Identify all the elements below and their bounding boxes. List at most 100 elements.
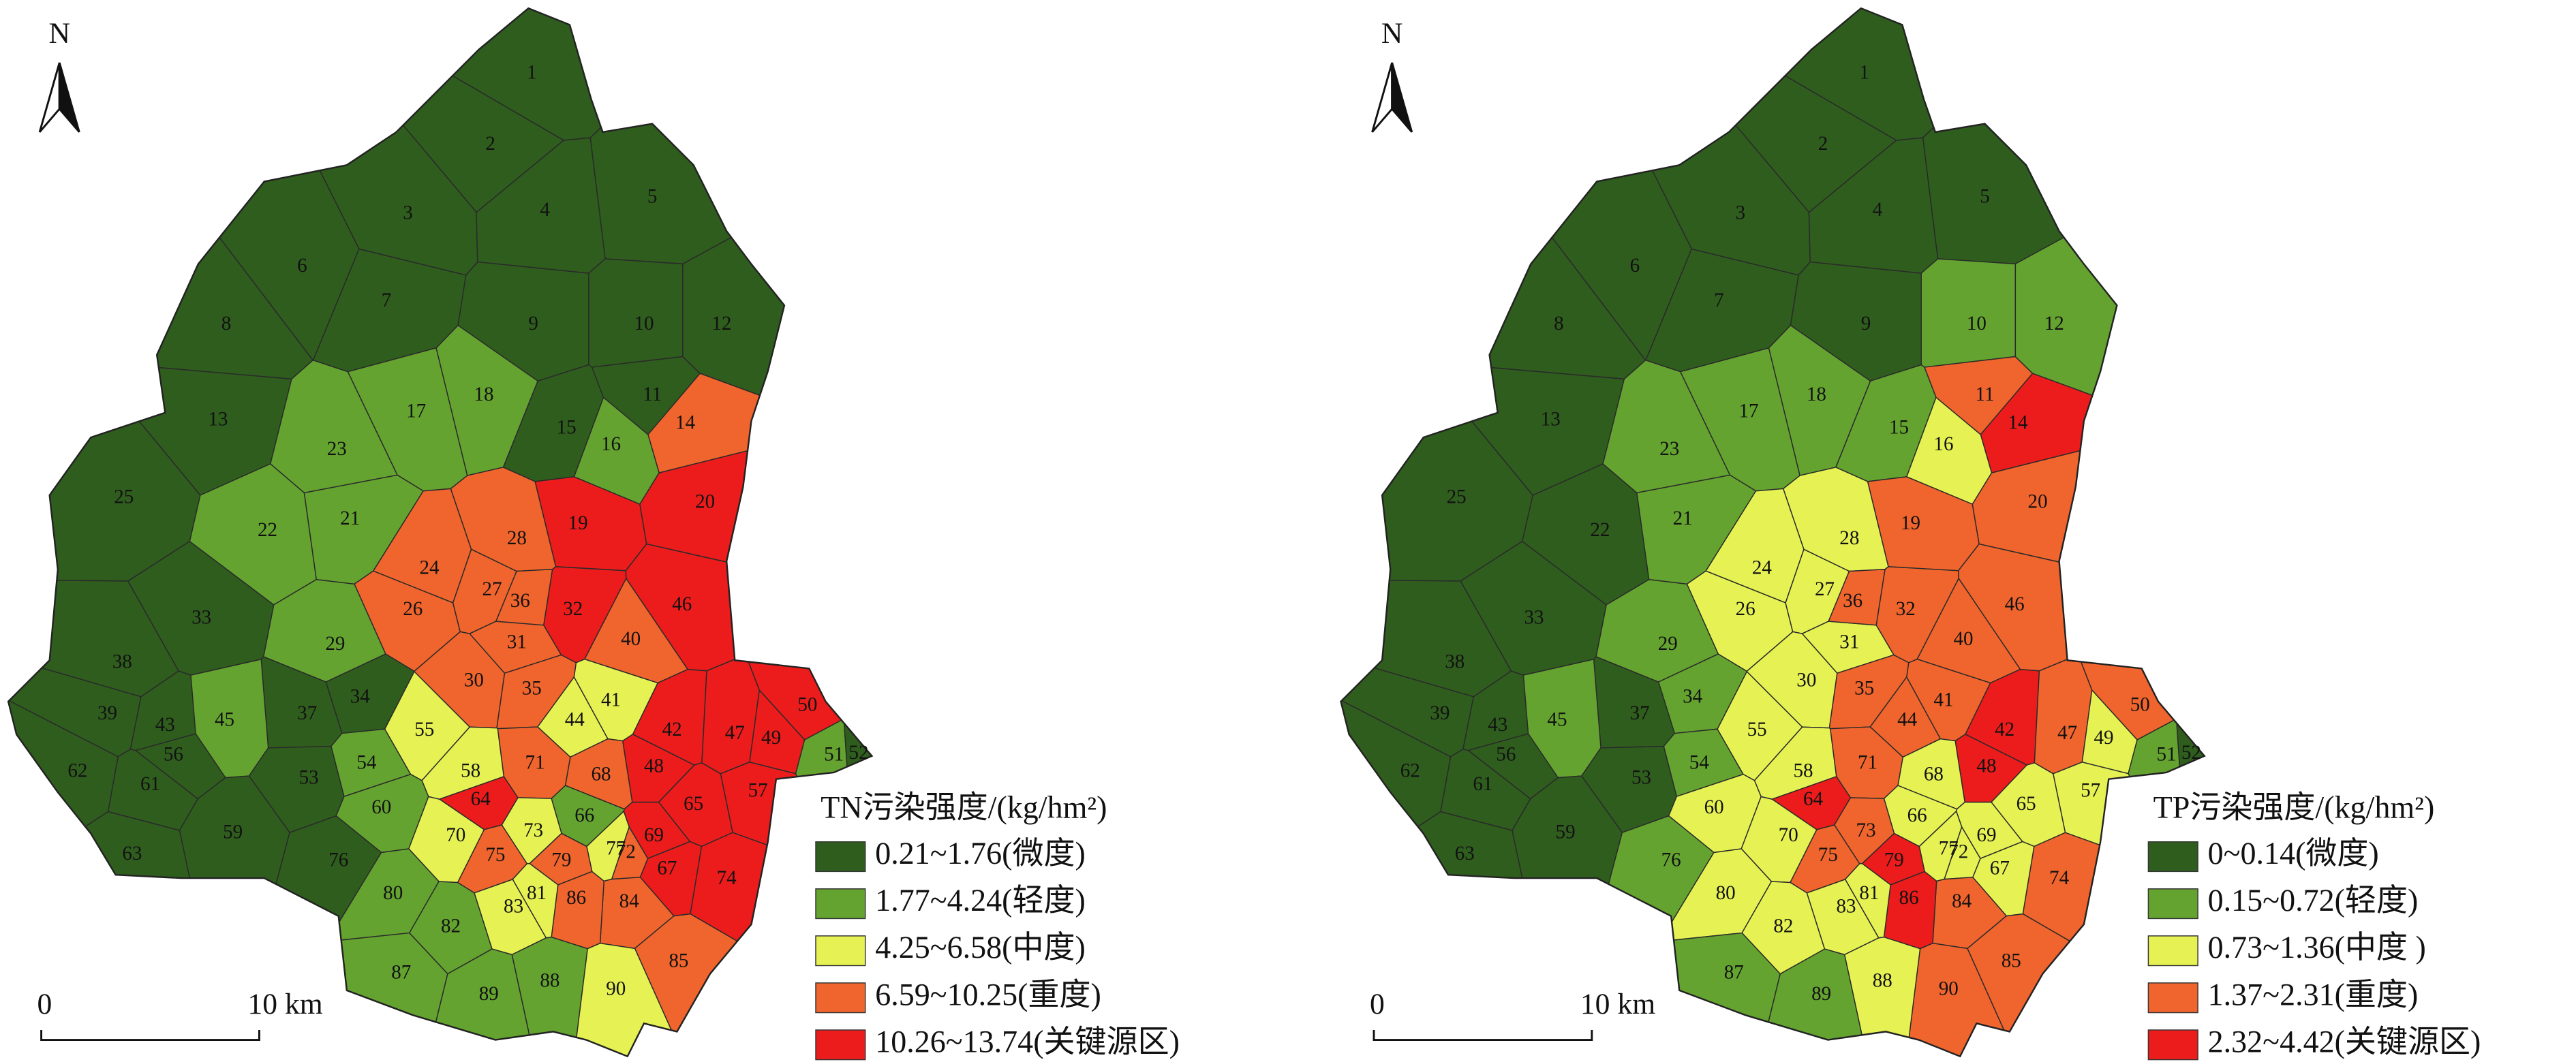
subbasin-label: 65 (2017, 793, 2036, 815)
subbasin-label: 36 (1843, 590, 1862, 612)
subbasin-label: 29 (1658, 633, 1678, 655)
subbasin-label: 19 (1901, 512, 1920, 534)
subbasin-label: 13 (1541, 409, 1561, 431)
subbasin-label: 20 (695, 491, 715, 513)
subbasin-label: 52 (2181, 742, 2201, 764)
subbasin-label: 44 (565, 709, 585, 731)
subbasin-label: 66 (574, 805, 594, 826)
subbasin-label: 32 (563, 598, 583, 620)
subbasin-label: 47 (725, 722, 745, 744)
subbasin-label: 88 (1873, 969, 1892, 991)
north-arrow (58, 62, 80, 133)
subbasin-label: 38 (1445, 651, 1465, 673)
subbasin-label: 57 (2081, 780, 2100, 802)
subbasin-label: 80 (1716, 882, 1736, 904)
subbasin-label: 79 (1884, 849, 1904, 871)
subbasin-label: 28 (1839, 527, 1859, 549)
subbasin-label: 83 (1836, 895, 1856, 917)
subbasin-label: 26 (403, 598, 423, 620)
subbasin-label: 48 (1976, 755, 1996, 777)
subbasin-label: 69 (644, 824, 664, 846)
subbasin-label: 70 (1779, 824, 1798, 846)
legend-label: 1.77~4.24(轻度) (875, 883, 1086, 918)
subbasin-label: 84 (619, 890, 640, 912)
subbasin-label: 16 (601, 433, 621, 455)
subbasin-label: 76 (328, 849, 348, 871)
subbasin-label: 62 (1400, 760, 1420, 782)
subbasin-label: 90 (1939, 978, 1959, 1000)
subbasin-label: 43 (155, 714, 175, 736)
subbasin-label: 58 (461, 760, 480, 782)
subbasin-label: 24 (419, 557, 440, 579)
subbasin-label: 54 (356, 752, 377, 774)
subbasin-label: 20 (2028, 491, 2048, 513)
subbasin-label: 45 (215, 709, 234, 731)
subbasin-label: 37 (1630, 702, 1650, 724)
subbasin-label: 36 (510, 590, 530, 612)
subbasin-label: 22 (258, 519, 277, 541)
subbasin-label: 23 (1659, 438, 1679, 460)
subbasin-label: 18 (474, 384, 493, 405)
subbasin-label: 4 (540, 199, 550, 221)
subbasin-label: 25 (114, 486, 134, 507)
subbasin-label: 26 (1736, 598, 1755, 620)
north-arrow (1371, 62, 1394, 133)
subbasin-label: 8 (221, 313, 232, 334)
legend-label: 0.21~1.76(微度) (875, 836, 1086, 871)
subbasin-label: 77 (1939, 838, 1959, 860)
subbasin (1768, 324, 1871, 476)
subbasin-label: 7 (1714, 290, 1724, 311)
subbasin-label: 67 (657, 858, 677, 879)
subbasin-label: 2 (485, 133, 495, 155)
subbasin-label: 28 (507, 527, 527, 549)
subbasin-label: 60 (1704, 796, 1724, 818)
subbasin-label: 7 (382, 290, 392, 311)
subbasin-label: 13 (208, 409, 228, 431)
subbasin-label: 33 (191, 606, 211, 628)
subbasin-label: 12 (2044, 313, 2064, 334)
subbasin (1828, 568, 1886, 626)
subbasin-label: 63 (122, 843, 142, 864)
subbasin-label: 14 (675, 411, 696, 433)
legend-swatch (2147, 935, 2198, 967)
subbasin-label: 38 (112, 651, 132, 673)
subbasin-label: 37 (297, 702, 317, 724)
subbasin (682, 236, 785, 396)
subbasin-label: 53 (299, 766, 319, 788)
subbasin-label: 85 (669, 950, 688, 971)
subbasin-label: 27 (482, 578, 502, 600)
subbasin-label: 65 (684, 793, 703, 815)
scale-label: 10 km (247, 988, 322, 1020)
subbasin-label: 30 (464, 669, 484, 691)
subbasin-label: 81 (527, 882, 547, 904)
subbasin-label: 45 (1547, 709, 1567, 731)
subbasin-label: 15 (557, 417, 577, 439)
legend-label: 4.25~6.58(中度) (875, 930, 1086, 965)
subbasin-label: 11 (1976, 384, 1995, 405)
legend-swatch (2147, 841, 2198, 873)
subbasin-label: 51 (2157, 743, 2177, 765)
subbasin-label: 66 (1907, 805, 1927, 826)
scale-label: 10 km (1580, 988, 1655, 1020)
subbasin-label: 59 (223, 821, 243, 843)
north-label: N (48, 17, 70, 50)
subbasin-label: 74 (2049, 867, 2070, 889)
subbasin-label: 1 (1859, 62, 1869, 84)
legend-swatch (2147, 1029, 2198, 1061)
subbasin-label: 42 (1995, 719, 2014, 740)
subbasin-label: 75 (485, 844, 505, 866)
subbasin-label: 86 (1899, 887, 1919, 909)
subbasin-label: 72 (616, 841, 636, 862)
subbasin-label: 87 (391, 961, 411, 983)
legend-swatch (815, 1029, 866, 1061)
subbasin-label: 77 (606, 838, 626, 860)
subbasin-label: 12 (711, 313, 731, 334)
subbasin-label: 34 (350, 686, 371, 708)
subbasin-label: 21 (1673, 507, 1693, 529)
subbasin-label: 76 (1661, 849, 1681, 871)
subbasin (495, 568, 553, 626)
subbasin-label: 9 (1861, 313, 1871, 334)
subbasin-label: 79 (551, 849, 571, 871)
